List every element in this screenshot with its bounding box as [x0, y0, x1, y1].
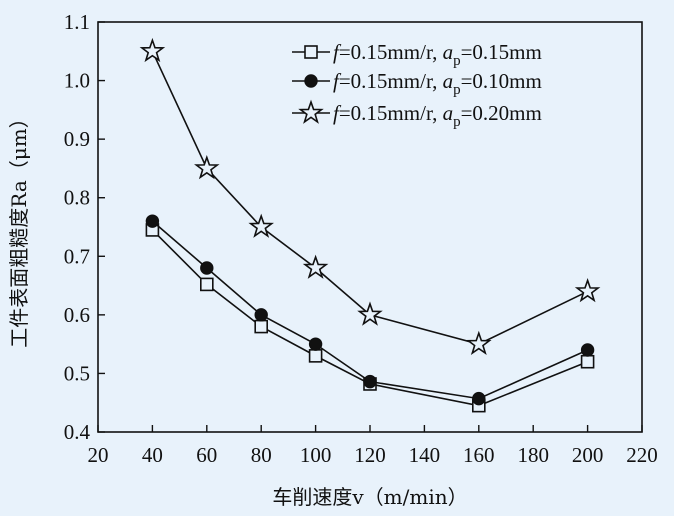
x-tick-label: 200 [572, 443, 604, 467]
star-marker [248, 213, 274, 238]
axes: 20 40 60 80 100 120 140 160 180 200 220 0.4 0.5 0.6 0.… [64, 10, 658, 467]
x-axis-title: 车削速度v（m/min） [272, 485, 467, 509]
y-axis-title: 工件表面粗糙度Ra（μm） [7, 108, 31, 347]
legend-feed: =0.15mm/r, [339, 69, 443, 93]
legend-label: f=0.15mm/r, ap=0.15mm [333, 40, 542, 69]
star-marker [466, 330, 492, 356]
x-tick-label: 220 [626, 443, 658, 467]
legend-feed: =0.15mm/r, [339, 40, 443, 64]
series-layer [139, 37, 601, 413]
square-marker [308, 349, 323, 363]
circle-marker [580, 343, 595, 357]
legend-sub: p [453, 53, 461, 69]
y-tick-label: 0.4 [64, 420, 91, 444]
series-line [151, 50, 588, 345]
y-tick-label: 0.6 [64, 303, 90, 327]
star-marker [139, 37, 166, 63]
y-tick-label: 0.8 [64, 186, 90, 210]
legend-f: f [333, 101, 342, 125]
x-tick-label: 100 [300, 443, 332, 467]
square-marker [580, 354, 595, 369]
star-marker [357, 301, 383, 326]
y-tick-label: 0.9 [64, 127, 90, 151]
legend-label: f=0.15mm/r, ap=0.10mm [333, 69, 542, 98]
circle-marker [363, 374, 377, 389]
circle-marker [304, 74, 318, 88]
star-marker [298, 99, 324, 124]
x-tick-label: 120 [354, 443, 386, 467]
circle-marker [308, 337, 323, 351]
legend-item: f=0.15mm/r, ap=0.10mm [292, 69, 542, 98]
legend-depth: =0.10mm [461, 69, 542, 93]
y-tick-label: 0.7 [64, 244, 90, 268]
legend-depth: =0.20mm [461, 101, 542, 125]
series-3 [139, 37, 601, 356]
legend-f: f [333, 69, 342, 93]
square-marker [254, 319, 268, 334]
legend-depth: =0.15mm [461, 40, 542, 64]
circle-marker [254, 308, 268, 322]
square-marker [304, 45, 318, 59]
x-tick-label: 60 [196, 443, 217, 467]
x-tick-label: 80 [251, 443, 272, 467]
legend-feed: =0.15mm/r, [339, 101, 443, 125]
legend-a: a [443, 40, 454, 64]
star-marker [194, 154, 220, 180]
x-tick-label: 20 [88, 443, 109, 467]
legend-sub: p [453, 114, 461, 130]
x-tick-label: 180 [517, 443, 549, 467]
circle-marker [145, 214, 160, 228]
y-tick-label: 1.0 [64, 69, 90, 93]
square-marker [200, 277, 214, 292]
circle-marker [200, 261, 214, 275]
y-tick-label: 0.5 [64, 361, 90, 385]
x-tick-label: 140 [409, 443, 441, 467]
circle-marker [472, 391, 486, 406]
legend-item: f=0.15mm/r, ap=0.20mm [292, 99, 542, 130]
legend-sub: p [453, 82, 461, 98]
series-2 [145, 214, 595, 406]
legend-label: f=0.15mm/r, ap=0.20mm [333, 101, 542, 130]
y-tick-label: 1.1 [64, 10, 90, 34]
x-tick-label: 160 [463, 443, 495, 467]
star-marker [302, 254, 329, 279]
star-marker [574, 277, 601, 303]
x-tick-label: 40 [142, 443, 163, 467]
legend-item: f=0.15mm/r, ap=0.15mm [292, 40, 542, 69]
legend-f: f [333, 40, 342, 64]
legend-a: a [443, 101, 454, 125]
legend-a: a [443, 69, 454, 93]
